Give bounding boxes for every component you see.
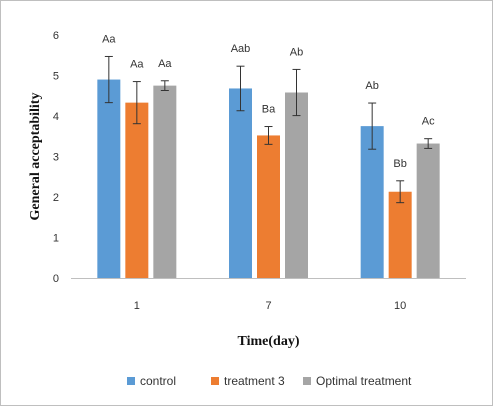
significance-label: Ab <box>365 80 378 92</box>
x-axis: 1 7 10 <box>134 300 407 312</box>
y-axis-title: General acceptability <box>28 93 43 221</box>
error-bar <box>424 138 433 149</box>
significance-label: Bb <box>393 158 406 170</box>
y-tick-label: 3 <box>53 152 59 164</box>
significance-label: Aa <box>102 33 116 45</box>
error-bar <box>160 80 169 91</box>
legend-label: treatment 3 <box>224 374 285 388</box>
significance-label: Aab <box>231 43 251 55</box>
error-bar <box>104 55 113 104</box>
bar <box>360 126 384 278</box>
bars <box>97 55 440 279</box>
x-tick-label: 10 <box>394 300 406 312</box>
bar <box>285 92 308 278</box>
legend-item: treatment 3 <box>211 374 285 388</box>
y-axis: 0 1 2 3 4 5 6 <box>53 30 59 285</box>
legend-swatch <box>127 377 135 385</box>
significance-label: Ab <box>290 46 303 58</box>
legend-swatch <box>211 377 219 385</box>
x-axis-title: Time(day) <box>238 334 300 349</box>
legend-item: Optimal treatment <box>303 374 412 388</box>
x-tick-label: 1 <box>134 300 140 312</box>
error-bar <box>396 180 405 204</box>
error-bar <box>264 126 273 145</box>
legend-swatch <box>303 377 311 385</box>
legend-item: control <box>127 374 176 388</box>
bar <box>416 143 440 278</box>
y-tick-label: 1 <box>53 233 59 245</box>
bar <box>257 135 280 278</box>
error-bar <box>368 102 377 150</box>
y-tick-label: 2 <box>53 192 59 204</box>
significance-label: Aa <box>130 59 144 71</box>
error-bar <box>292 68 301 117</box>
bar <box>388 191 412 278</box>
legend-label: Optimal treatment <box>316 374 412 388</box>
bar <box>125 102 149 278</box>
legend: control treatment 3 Optimal treatment <box>127 374 412 388</box>
significance-label: Aa <box>158 58 172 70</box>
legend-label: control <box>140 374 176 388</box>
significance-labels: Aa Aa Aa Aab Ba Ab Ab Bb Ac <box>102 33 435 169</box>
bar <box>229 88 252 279</box>
y-tick-label: 0 <box>53 273 59 285</box>
bar <box>153 85 177 278</box>
y-tick-label: 4 <box>53 111 59 123</box>
significance-label: Ac <box>422 116 435 128</box>
error-bar <box>236 65 245 112</box>
x-tick-label: 7 <box>265 300 271 312</box>
error-bar <box>132 81 141 125</box>
y-tick-label: 6 <box>53 30 59 42</box>
y-tick-label: 5 <box>53 71 59 83</box>
significance-label: Ba <box>262 104 276 116</box>
bar <box>97 79 121 278</box>
